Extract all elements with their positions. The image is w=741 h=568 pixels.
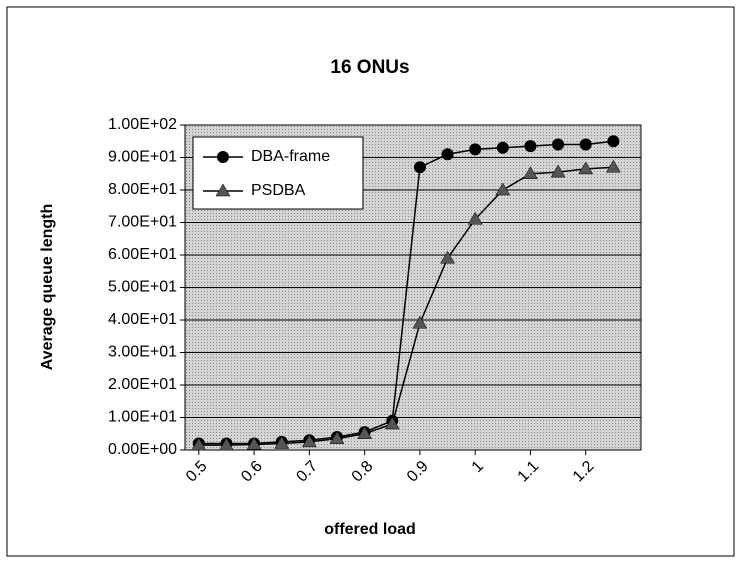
y-tick-label: 4.00E+01 bbox=[108, 311, 177, 328]
marker bbox=[274, 436, 290, 449]
y-tick-label: 6.00E+01 bbox=[108, 246, 177, 263]
legend-label: PSDBA bbox=[251, 182, 306, 199]
marker bbox=[329, 431, 345, 444]
marker bbox=[605, 159, 621, 173]
y-tick-label: 2.00E+01 bbox=[108, 376, 177, 393]
marker bbox=[301, 434, 317, 448]
y-axis-label: Average queue length bbox=[39, 204, 56, 371]
y-tick-label: 1.00E+02 bbox=[108, 116, 177, 133]
series-line bbox=[198, 166, 614, 446]
legend-marker bbox=[217, 151, 229, 163]
chart-title: 16 ONUs bbox=[330, 57, 409, 78]
marker bbox=[441, 148, 454, 161]
series-line bbox=[198, 140, 614, 445]
y-tick-label: 3.00E+01 bbox=[108, 344, 177, 361]
marker bbox=[219, 437, 234, 451]
marker bbox=[495, 182, 511, 196]
y-tick-label: 8.00E+01 bbox=[108, 181, 177, 198]
marker bbox=[246, 436, 262, 450]
marker bbox=[524, 140, 537, 153]
marker bbox=[578, 161, 594, 175]
legend-label: DBA-frame bbox=[251, 148, 330, 165]
marker bbox=[191, 437, 207, 451]
marker bbox=[440, 250, 455, 264]
marker bbox=[552, 138, 565, 151]
x-axis-label: offered load bbox=[324, 521, 416, 538]
marker bbox=[523, 166, 538, 179]
y-tick-label: 9.00E+01 bbox=[108, 149, 177, 166]
marker bbox=[384, 416, 400, 430]
marker bbox=[579, 138, 592, 151]
marker bbox=[496, 141, 509, 154]
y-tick-label: 5.00E+01 bbox=[108, 279, 177, 296]
marker bbox=[412, 315, 428, 329]
y-tick-label: 1.00E+01 bbox=[108, 409, 177, 426]
marker bbox=[357, 426, 373, 439]
y-tick-label: 0.00E+00 bbox=[108, 441, 177, 458]
y-tick-label: 7.00E+01 bbox=[108, 214, 177, 231]
legend-box bbox=[192, 136, 364, 210]
marker bbox=[413, 161, 426, 174]
marker bbox=[550, 164, 566, 178]
marker bbox=[467, 211, 483, 225]
legend-marker bbox=[215, 183, 231, 197]
marker bbox=[469, 143, 482, 156]
marker bbox=[607, 135, 620, 148]
